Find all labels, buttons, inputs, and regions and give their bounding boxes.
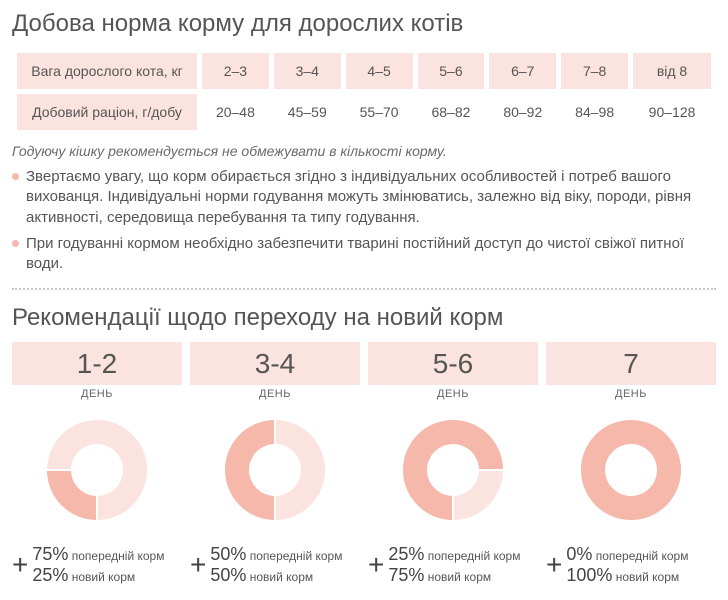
note-item: При годуванні кормом необхідно забезпечи… bbox=[12, 234, 716, 275]
transition-step: 7 ДЕНЬ + 0% попередній корм 100% новий к… bbox=[546, 342, 716, 586]
ration-cell: 45–59 bbox=[274, 94, 341, 130]
new-food-line: 25% новий корм bbox=[32, 565, 164, 586]
old-food-line: 0% попередній корм bbox=[566, 544, 688, 565]
transition-steps: 1-2 ДЕНЬ + 75% попередній корм 25% новий… bbox=[12, 342, 716, 586]
day-range: 7 bbox=[623, 348, 639, 379]
section-divider bbox=[12, 288, 716, 290]
day-range: 3-4 bbox=[255, 348, 295, 379]
old-food-line: 25% попередній корм bbox=[388, 544, 520, 565]
nursing-note: Годуючу кішку рекомендується не обмежува… bbox=[12, 143, 716, 159]
old-food-line: 50% попередній корм bbox=[210, 544, 342, 565]
weight-col: 3–4 bbox=[274, 53, 341, 89]
day-label: ДЕНЬ bbox=[437, 388, 469, 400]
weight-col: від 8 bbox=[633, 53, 711, 89]
ration-cell: 55–70 bbox=[346, 94, 413, 130]
transition-step: 5-6 ДЕНЬ + 25% попередній корм 75% новий… bbox=[368, 342, 538, 586]
new-food-line: 75% новий корм bbox=[388, 565, 520, 586]
mix-info: + 50% попередній корм 50% новий корм bbox=[190, 544, 360, 586]
donut-chart bbox=[215, 410, 335, 530]
notes-list: Звертаємо увагу, що корм обирається згід… bbox=[12, 167, 716, 274]
table-header-row: Вага дорослого кота, кг 2–3 3–4 4–5 5–6 … bbox=[17, 53, 711, 89]
day-range-box: 1-2 bbox=[12, 342, 182, 385]
feeding-title: Добова норма корму для дорослих котів bbox=[12, 10, 716, 38]
feeding-table: Вага дорослого кота, кг 2–3 3–4 4–5 5–6 … bbox=[12, 48, 716, 135]
ration-cell: 20–48 bbox=[202, 94, 269, 130]
weight-header: Вага дорослого кота, кг bbox=[17, 53, 197, 89]
weight-col: 2–3 bbox=[202, 53, 269, 89]
table-data-row: Добовий раціон, г/добу 20–48 45–59 55–70… bbox=[17, 94, 711, 130]
ration-cell: 84–98 bbox=[561, 94, 628, 130]
mix-info: + 75% попередній корм 25% новий корм bbox=[12, 544, 182, 586]
old-food-line: 75% попередній корм bbox=[32, 544, 164, 565]
transition-step: 1-2 ДЕНЬ + 75% попередній корм 25% новий… bbox=[12, 342, 182, 586]
ration-header: Добовий раціон, г/добу bbox=[17, 94, 197, 130]
plus-icon: + bbox=[190, 551, 206, 579]
new-food-line: 100% новий корм bbox=[566, 565, 688, 586]
weight-col: 4–5 bbox=[346, 53, 413, 89]
day-range: 5-6 bbox=[433, 348, 473, 379]
day-range-box: 7 bbox=[546, 342, 716, 385]
day-range-box: 3-4 bbox=[190, 342, 360, 385]
day-label: ДЕНЬ bbox=[81, 388, 113, 400]
donut-chart bbox=[393, 410, 513, 530]
day-label: ДЕНЬ bbox=[259, 388, 291, 400]
note-item: Звертаємо увагу, що корм обирається згід… bbox=[12, 167, 716, 228]
transition-step: 3-4 ДЕНЬ + 50% попередній корм 50% новий… bbox=[190, 342, 360, 586]
day-range-box: 5-6 bbox=[368, 342, 538, 385]
day-label: ДЕНЬ bbox=[615, 388, 647, 400]
plus-icon: + bbox=[546, 551, 562, 579]
new-food-line: 50% новий корм bbox=[210, 565, 342, 586]
plus-icon: + bbox=[12, 551, 28, 579]
transition-title: Рекомендації щодо переходу на новий корм bbox=[12, 304, 716, 332]
donut-chart bbox=[571, 410, 691, 530]
weight-col: 7–8 bbox=[561, 53, 628, 89]
ration-cell: 80–92 bbox=[489, 94, 556, 130]
ration-cell: 68–82 bbox=[418, 94, 485, 130]
donut-chart bbox=[37, 410, 157, 530]
mix-info: + 0% попередній корм 100% новий корм bbox=[546, 544, 716, 586]
weight-col: 6–7 bbox=[489, 53, 556, 89]
weight-col: 5–6 bbox=[418, 53, 485, 89]
mix-info: + 25% попередній корм 75% новий корм bbox=[368, 544, 538, 586]
day-range: 1-2 bbox=[77, 348, 117, 379]
plus-icon: + bbox=[368, 551, 384, 579]
ration-cell: 90–128 bbox=[633, 94, 711, 130]
